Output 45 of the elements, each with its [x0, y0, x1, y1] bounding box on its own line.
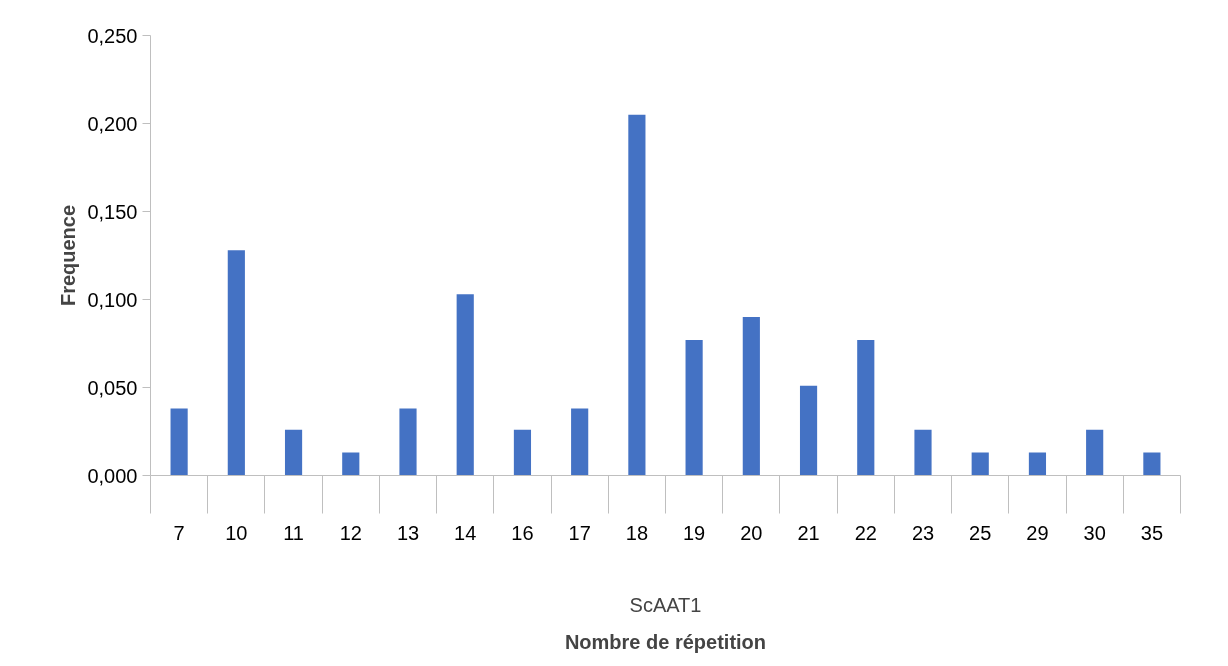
bar [857, 339, 875, 476]
x-tick-label: 19 [682, 521, 706, 544]
x-tick-label: 11 [283, 521, 304, 544]
bar [1143, 452, 1161, 476]
y-tick-label: 0,000 [87, 464, 138, 487]
x-tick-label: 12 [339, 521, 362, 544]
bar [227, 250, 245, 476]
bar [628, 114, 646, 476]
x-tick-label: 29 [1026, 521, 1049, 544]
bar [342, 452, 360, 476]
y-tick-label: 0,100 [87, 288, 138, 311]
bar [284, 429, 303, 476]
bar [799, 385, 818, 476]
bar [456, 294, 474, 476]
x-tick-label: 35 [1140, 521, 1164, 544]
bar [1086, 429, 1104, 476]
bar [170, 408, 188, 476]
bar [914, 429, 932, 476]
x-tick-label: 25 [969, 521, 992, 544]
y-axis-title: Frequence [57, 204, 80, 307]
text: ScAAT1 [629, 593, 702, 616]
x-tick-label: 21 [797, 521, 820, 544]
x-tick-label: 30 [1083, 521, 1106, 544]
y-tick-label: 0,050 [87, 376, 138, 399]
x-tick-label: 20 [740, 521, 763, 544]
y-tick-label: 0,150 [87, 200, 138, 223]
x-axis-title: Nombre de répetition [564, 630, 767, 653]
bar [513, 429, 532, 476]
x-tick-label: 7 [173, 521, 185, 544]
x-tick-label: 13 [396, 521, 420, 544]
bar [571, 408, 589, 476]
y-tick-label: 0,200 [87, 112, 138, 135]
bar [1028, 452, 1047, 476]
bar [399, 408, 417, 476]
x-tick-label: 22 [854, 521, 877, 544]
x-tick-label: 18 [625, 521, 649, 544]
x-tick-label: 23 [911, 521, 935, 544]
bar [971, 452, 989, 476]
x-tick-label: 14 [454, 521, 477, 544]
x-tick-label: 10 [225, 521, 248, 544]
x-tick-label: 17 [568, 521, 591, 544]
y-tick-label: 0,250 [87, 24, 138, 47]
bar [685, 339, 703, 476]
x-tick-label: 16 [511, 521, 534, 544]
bar [742, 317, 760, 476]
